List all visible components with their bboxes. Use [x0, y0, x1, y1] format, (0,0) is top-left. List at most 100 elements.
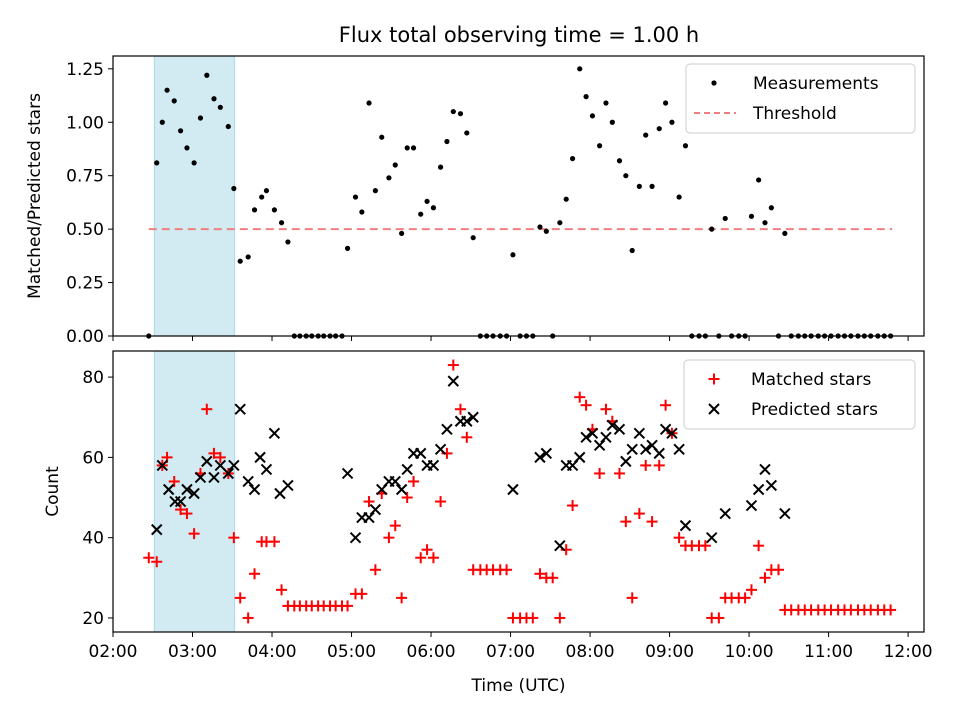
- predicted-star-point: [395, 483, 408, 496]
- bottom-x-tick-label: 12:00: [884, 642, 933, 662]
- measurement-point: [352, 194, 359, 200]
- predicted-star-point: [580, 431, 592, 444]
- matched-star-point: [181, 508, 193, 520]
- predicted-star-point: [554, 539, 566, 552]
- measurement-point: [217, 104, 223, 110]
- matched-star-point: [214, 451, 226, 463]
- predicted-star-point-b: [234, 403, 246, 415]
- predicted-star-point: [574, 451, 586, 464]
- predicted-star-point: [401, 463, 413, 476]
- matched-star-point: [427, 552, 439, 564]
- predicted-star-point-b: [765, 479, 778, 492]
- predicted-star-point-b: [752, 483, 765, 496]
- predicted-star-point: [745, 499, 758, 512]
- measurement-point: [609, 119, 615, 125]
- legend-predicted-marker: [708, 403, 720, 415]
- bottom-x-tick-label: 10:00: [725, 642, 774, 662]
- bottom-y-tick-label: 20: [82, 609, 104, 629]
- measurement-point: [569, 155, 576, 162]
- predicted-star-point-b: [254, 451, 266, 464]
- top-legend-box: [685, 63, 916, 134]
- measurement-point: [444, 138, 450, 145]
- matched-star-point: [547, 572, 559, 584]
- predicted-star-point: [613, 423, 626, 435]
- legend-matched-marker: [708, 373, 720, 385]
- measurement-point: [470, 235, 476, 241]
- matched-star-point: [759, 572, 771, 584]
- matched-star-point: [646, 516, 658, 528]
- measurement-point: [263, 188, 270, 194]
- predicted-star-point: [174, 495, 187, 508]
- measurement-point: [245, 254, 251, 260]
- predicted-star-point: [706, 531, 718, 544]
- predicted-star-point: [248, 483, 261, 496]
- matched-star-point: [234, 592, 246, 604]
- measurement-point: [597, 143, 603, 149]
- measurement-point: [450, 108, 456, 115]
- predicted-star-point: [666, 427, 678, 439]
- matched-star-point: [415, 552, 427, 564]
- measurement-point: [662, 100, 669, 106]
- bottom-y-axis-label: Count: [43, 466, 63, 517]
- measurement-point: [616, 158, 623, 164]
- predicted-star-point-b: [593, 439, 606, 452]
- predicted-star-point-b: [395, 483, 408, 496]
- predicted-star-point-b: [447, 375, 460, 387]
- measurement-point: [197, 115, 204, 121]
- matched-star-point: [447, 359, 459, 371]
- bottom-predicted-points: [151, 375, 791, 552]
- legend-threshold-label: Threshold: [752, 104, 837, 124]
- predicted-star-point: [719, 507, 731, 520]
- matched-star-point: [660, 399, 672, 411]
- matched-star-point: [567, 500, 579, 512]
- predicted-star-point: [679, 519, 692, 532]
- measurement-point: [211, 96, 217, 102]
- measurement-point: [171, 98, 177, 104]
- measurement-point: [603, 100, 609, 106]
- top-panel: 0.00 0.25 0.50 0.75 1.00 1.25 Matched/Predict…: [25, 55, 925, 347]
- bottom-x-axis-label: Time (UTC): [471, 676, 566, 696]
- predicted-star-point: [282, 479, 294, 492]
- predicted-star-point-b: [208, 471, 220, 484]
- measurement-point: [762, 220, 768, 226]
- matched-star-point: [435, 496, 447, 508]
- predicted-star-point-b: [222, 467, 234, 480]
- predicted-star-point-b: [673, 443, 685, 456]
- predicted-star-point-b: [156, 459, 169, 472]
- matched-star-point: [640, 459, 652, 471]
- matched-star-point: [276, 584, 288, 596]
- predicted-star-point: [156, 459, 169, 472]
- measurement-point: [563, 196, 569, 202]
- top-y-tick-label: 0.00: [66, 327, 104, 347]
- matched-star-point: [633, 508, 645, 520]
- predicted-star-point-b: [626, 443, 638, 456]
- predicted-star-point-b: [679, 519, 692, 532]
- matched-star-point: [739, 592, 751, 604]
- matched-star-point: [626, 592, 638, 604]
- predicted-star-point: [653, 447, 665, 460]
- measurement-point: [204, 72, 210, 78]
- matched-star-point: [594, 467, 606, 479]
- predicted-star-point-b: [389, 475, 401, 488]
- matched-star-point: [342, 600, 354, 612]
- legend-measurements-label: Measurements: [753, 74, 879, 94]
- measurement-point: [404, 145, 410, 151]
- predicted-star-point-b: [401, 463, 413, 476]
- predicted-star-point: [640, 443, 652, 456]
- matched-star-point: [188, 528, 200, 540]
- predicted-star-point-b: [719, 507, 731, 520]
- predicted-star-point: [222, 467, 234, 480]
- predicted-star-point: [341, 467, 354, 480]
- predicted-star-point-b: [659, 423, 672, 435]
- measurement-point: [577, 66, 583, 72]
- predicted-star-point-b: [162, 483, 175, 496]
- predicted-star-point-b: [201, 455, 213, 468]
- bottom-x-tick-label: 05:00: [327, 642, 376, 662]
- top-legend: Measurements Threshold: [685, 63, 916, 134]
- predicted-star-point: [188, 487, 200, 500]
- predicted-star-point: [162, 483, 175, 496]
- measurement-point: [251, 207, 258, 213]
- predicted-star-point: [194, 471, 207, 484]
- predicted-star-point-b: [341, 467, 354, 480]
